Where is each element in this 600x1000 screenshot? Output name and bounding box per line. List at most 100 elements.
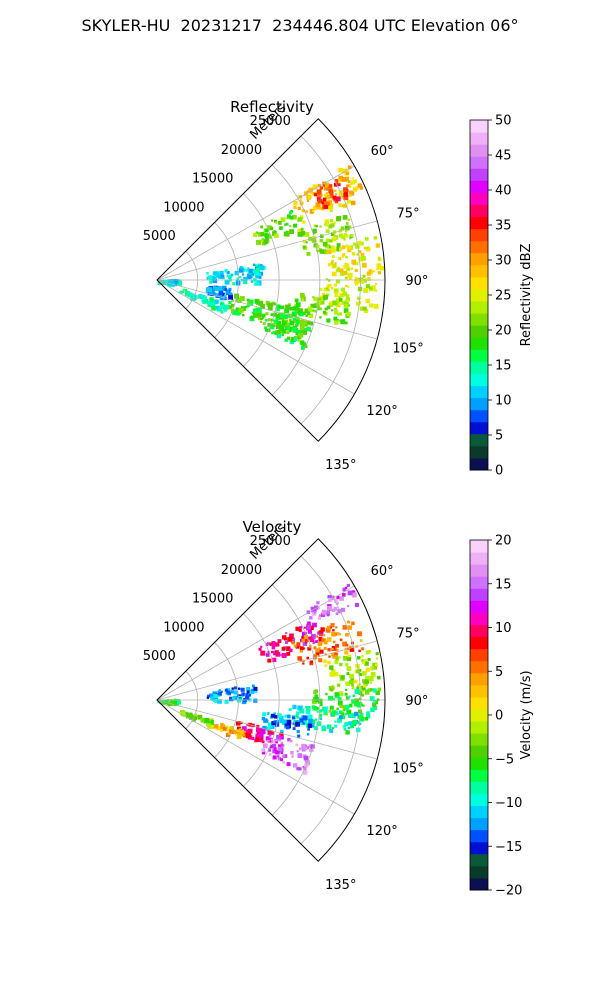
echo-pixel	[255, 264, 258, 267]
echo-pixel	[264, 228, 269, 233]
echo-pixel	[241, 273, 245, 276]
echo-pixel	[277, 746, 282, 752]
echo-pixel	[300, 230, 306, 236]
echo-pixel	[259, 732, 264, 737]
echo-pixel	[277, 755, 280, 758]
echo-pixel	[226, 271, 230, 275]
echo-pixel	[224, 288, 228, 291]
echo-pixel	[265, 312, 269, 316]
echo-pixel	[328, 655, 331, 658]
echo-pixel	[373, 236, 378, 240]
colorbar-segment	[470, 817, 488, 831]
echo-pixel	[290, 751, 294, 755]
echo-pixel	[206, 696, 209, 699]
echo-pixel	[209, 297, 214, 302]
echo-pixel	[330, 219, 334, 223]
colorbar-tick-label: 10	[495, 621, 512, 636]
colorbar-segment	[470, 733, 488, 746]
echo-pixel	[209, 724, 214, 729]
echo-pixel	[375, 243, 380, 248]
echo-pixel	[305, 709, 311, 715]
echo-pixel	[344, 225, 350, 231]
echo-pixel	[336, 243, 341, 248]
echo-pixel	[230, 726, 234, 730]
echo-pixel	[333, 283, 337, 287]
echo-pixel	[303, 770, 308, 775]
echo-pixel	[345, 688, 348, 691]
echo-pixel	[325, 692, 328, 696]
colorbar-tick-label: 15	[495, 577, 512, 592]
echo-pixel	[293, 223, 297, 228]
echo-pixel	[270, 738, 273, 741]
echo-pixel	[315, 651, 320, 656]
echo-pixel	[363, 681, 368, 686]
echo-pixel	[329, 672, 335, 677]
echo-pixel	[361, 256, 366, 261]
echo-pixel	[356, 253, 359, 256]
echo-pixel	[335, 302, 339, 307]
echo-pixel	[325, 192, 329, 196]
echo-pixel	[287, 738, 291, 742]
echo-pixel	[268, 753, 272, 756]
echo-pixel	[340, 194, 343, 197]
echo-pixel	[359, 306, 364, 311]
echo-pixel	[285, 304, 291, 310]
echo-pixel	[292, 214, 297, 220]
colorbar-tick-label: 15	[495, 359, 512, 374]
echo-pixel	[238, 307, 244, 313]
echo-pixel	[322, 184, 326, 187]
echo-pixel	[318, 658, 323, 663]
echo-pixel	[302, 715, 308, 721]
echo-pixel	[337, 266, 340, 269]
echo-pixel	[246, 304, 250, 308]
echo-pixel	[245, 305, 248, 309]
echo-pixel	[270, 725, 275, 729]
echo-pixel	[256, 738, 260, 742]
colorbar-segment	[470, 624, 488, 638]
echo-pixel	[323, 640, 328, 645]
echo-pixel	[366, 246, 369, 249]
echo-pixel	[297, 206, 301, 210]
echo-pixel	[356, 301, 360, 306]
echo-pixel	[323, 710, 328, 716]
echo-pixel	[317, 616, 321, 620]
echo-pixel	[358, 722, 362, 726]
echo-pixel	[321, 638, 326, 643]
echo-pixel	[364, 278, 367, 281]
echo-pixel	[316, 193, 322, 199]
echo-pixel	[299, 628, 302, 631]
echo-pixel	[286, 331, 290, 335]
echo-pixel	[319, 225, 322, 228]
echo-pixel	[299, 201, 304, 206]
echo-pixel	[307, 714, 313, 720]
echo-pixel	[331, 248, 336, 253]
echo-pixel	[228, 295, 233, 300]
echo-pixel	[258, 300, 264, 306]
echo-pixel	[354, 712, 359, 717]
echo-pixel	[286, 714, 291, 719]
echo-pixel	[280, 751, 284, 755]
echo-pixel	[331, 255, 335, 259]
echo-pixel	[354, 698, 360, 704]
echo-pixel	[225, 280, 230, 285]
echo-pixel	[273, 715, 278, 719]
echo-pixel	[278, 715, 284, 721]
echo-pixel	[319, 288, 323, 291]
echo-pixel	[324, 664, 328, 667]
echo-pixel	[337, 717, 342, 723]
echo-pixel	[206, 301, 211, 305]
echo-pixel	[374, 700, 379, 705]
colorbar-segment	[470, 552, 488, 565]
echo-pixel	[273, 747, 277, 751]
echo-pixel	[292, 716, 296, 720]
colorbar-segment	[470, 421, 488, 435]
echo-pixel	[332, 656, 335, 659]
echo-pixel	[365, 667, 370, 672]
echo-pixel	[341, 715, 346, 720]
echo-pixel	[184, 289, 188, 292]
radial-tick-label: 25000	[250, 114, 291, 129]
echo-pixel	[271, 645, 276, 650]
echo-pixel	[346, 709, 352, 715]
echo-pixel	[330, 668, 333, 671]
echo-pixel	[325, 307, 328, 311]
